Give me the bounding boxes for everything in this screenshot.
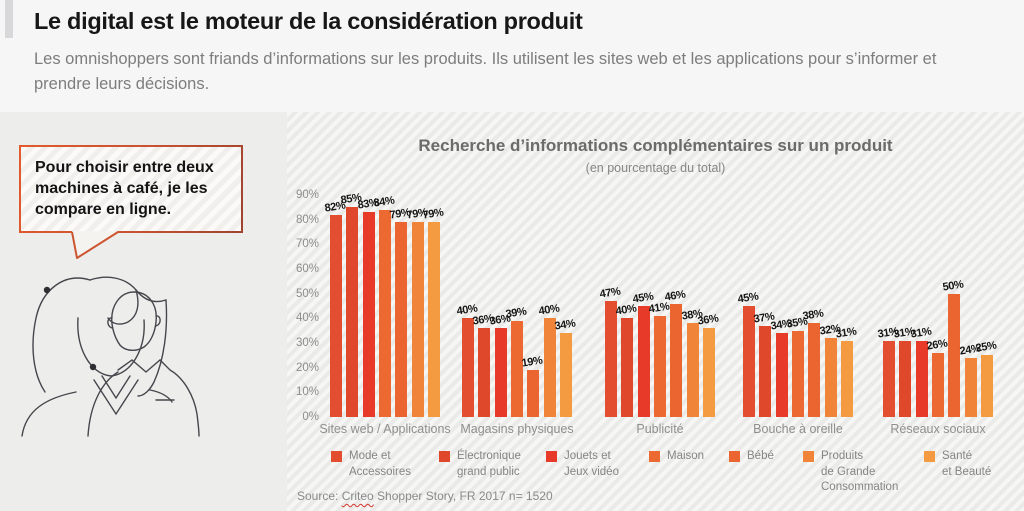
bar: 40% bbox=[615, 303, 638, 417]
bar: 31% bbox=[909, 325, 932, 417]
bar: 25% bbox=[975, 340, 997, 417]
bar: 40% bbox=[456, 303, 478, 417]
y-axis-label: 90% bbox=[295, 189, 319, 201]
legend-item: Bébé bbox=[729, 449, 774, 465]
page-subtitle: Les omnishoppers sont friands d’informat… bbox=[34, 50, 937, 93]
bar: 79% bbox=[389, 207, 412, 417]
legend-item: Santé et Beauté bbox=[924, 449, 991, 480]
bar: 47% bbox=[599, 286, 621, 417]
bar: 83% bbox=[356, 197, 379, 417]
page-title: Le digital est le moteur de la considéra… bbox=[34, 8, 583, 34]
legend-label: Produits de Grande Consommation bbox=[821, 450, 899, 494]
y-axis-label: 80% bbox=[295, 213, 319, 226]
bar: 82% bbox=[324, 199, 346, 417]
y-axis-label: 50% bbox=[295, 287, 319, 300]
y-axis-label: 60% bbox=[295, 263, 319, 275]
legend-swatch bbox=[331, 451, 342, 462]
category-label: Réseaux sociaux bbox=[890, 422, 986, 436]
bar: 19% bbox=[521, 355, 544, 417]
header: Le digital est le moteur de la considéra… bbox=[0, 0, 1024, 112]
bar-value-label: 50% bbox=[942, 278, 965, 294]
bar: 40% bbox=[537, 303, 560, 417]
chart-subtitle: (en pourcentage du total) bbox=[585, 161, 726, 175]
chart-panel: Recherche d’informations complémentaires… bbox=[287, 112, 1024, 511]
source-prefix: Source: bbox=[297, 489, 342, 503]
bar: 35% bbox=[786, 315, 808, 417]
bar: 36% bbox=[697, 313, 719, 417]
bar: 37% bbox=[753, 310, 776, 417]
speech-bubble-text: Pour choisir entre deux machines à café,… bbox=[35, 159, 214, 218]
bar: 45% bbox=[737, 291, 759, 417]
legend-swatch bbox=[546, 451, 557, 462]
bar-group: 45% 37% 34% 35% 38% 32% 31% Bouche à oreille bbox=[737, 195, 857, 436]
legend-label: Santé et Beauté bbox=[942, 450, 992, 478]
legend-swatch bbox=[439, 451, 450, 462]
bar-group: 82% 85% 83% 84% 79% 79% 79% Sites web / Applica… bbox=[319, 192, 450, 436]
bar: 34% bbox=[769, 318, 792, 417]
bar: 32% bbox=[818, 323, 841, 417]
accent-bar bbox=[5, 0, 13, 38]
bar: 41% bbox=[648, 300, 670, 417]
speech-bubble-tail-icon bbox=[71, 231, 119, 259]
chart-title: Recherche d’informations complémentaires… bbox=[418, 136, 893, 155]
bar: 36% bbox=[472, 313, 495, 417]
legend-swatch bbox=[803, 451, 814, 462]
bar: 31% bbox=[835, 325, 857, 417]
bar: 24% bbox=[958, 342, 981, 417]
legend-label: Maison bbox=[667, 450, 705, 462]
bar: 31% bbox=[893, 325, 916, 417]
category-label: Magasins physiques bbox=[460, 422, 574, 436]
bar: 50% bbox=[942, 278, 965, 417]
legend-item: Électronique grand public bbox=[439, 449, 521, 480]
legend-item: Produits de Grande Consommation bbox=[803, 449, 898, 496]
legend-label: Bébé bbox=[747, 450, 774, 462]
bar: 79% bbox=[405, 207, 428, 417]
category-label: Publicité bbox=[636, 422, 684, 436]
bar: 34% bbox=[554, 318, 576, 417]
bar: 45% bbox=[631, 291, 654, 417]
couple-illustration-icon bbox=[21, 276, 200, 437]
bar-group: 40% 36% 36% 39% 19% 40% 34% Magasins physiques bbox=[456, 195, 576, 436]
bar: 84% bbox=[373, 194, 395, 417]
bar: 36% bbox=[488, 313, 511, 417]
y-axis-label: 70% bbox=[295, 238, 319, 251]
legend-item: Jouets et Jeux vidéo bbox=[546, 449, 619, 480]
legend-swatch bbox=[649, 451, 660, 462]
y-axis-label: 10% bbox=[295, 386, 319, 399]
bar: 39% bbox=[505, 305, 527, 417]
bar: 38% bbox=[680, 308, 703, 417]
y-axis-label: 40% bbox=[295, 312, 319, 325]
y-axis-label: 30% bbox=[295, 337, 319, 349]
bar: 31% bbox=[877, 325, 899, 417]
legend-label: Électronique grand public bbox=[457, 450, 521, 478]
legend-item: Mode et Accessoires bbox=[331, 449, 411, 480]
earring-dot bbox=[43, 286, 51, 294]
bar: 46% bbox=[664, 288, 687, 417]
speech-bubble: Pour choisir entre deux machines à café,… bbox=[19, 145, 243, 233]
bar: 38% bbox=[802, 308, 825, 417]
legend-swatch bbox=[729, 451, 740, 462]
bar: 85% bbox=[340, 192, 363, 417]
source-suffix: Shopper Story, FR 2017 n= 1520 bbox=[373, 489, 553, 503]
button-dot bbox=[89, 363, 97, 371]
bar: 26% bbox=[926, 337, 948, 417]
y-axis-label: 0% bbox=[302, 411, 319, 423]
legend-item: Maison bbox=[649, 449, 704, 465]
bar: 79% bbox=[422, 207, 444, 417]
legend-swatch bbox=[924, 451, 935, 462]
source-brand: Criteo bbox=[341, 489, 374, 503]
bar-value-label: 25% bbox=[974, 339, 998, 355]
category-label: Sites web / Applications bbox=[319, 422, 451, 436]
bar-group: 47% 40% 45% 41% 46% 38% 36% Publicité bbox=[599, 195, 719, 436]
bar-value-label: 45% bbox=[736, 290, 760, 306]
legend-label: Jouets et Jeux vidéo bbox=[564, 450, 619, 478]
y-axis-label: 20% bbox=[295, 361, 319, 374]
legend-label: Mode et Accessoires bbox=[349, 450, 411, 478]
source-note: Source: Criteo Shopper Story, FR 2017 n=… bbox=[297, 489, 553, 503]
bar-group: 31% 31% 31% 26% 50% 24% 25% Réseaux sociaux bbox=[877, 195, 997, 436]
category-label: Bouche à oreille bbox=[753, 422, 843, 436]
